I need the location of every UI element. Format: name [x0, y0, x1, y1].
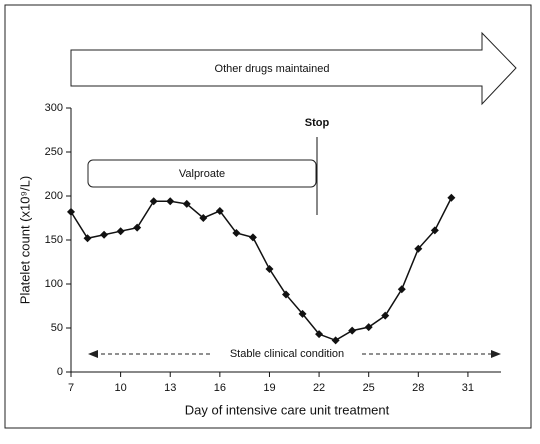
x-tick-label: 25	[363, 382, 375, 394]
point	[232, 228, 241, 237]
point	[430, 226, 439, 235]
annotation: Valproate	[179, 168, 225, 180]
frame	[4, 4, 532, 429]
x-tick-label: 10	[114, 382, 126, 394]
point	[182, 199, 191, 208]
point	[265, 265, 274, 274]
big-arrow	[70, 31, 517, 106]
point	[348, 326, 357, 335]
annotation: Stable clinical condition	[230, 348, 344, 360]
point	[166, 197, 175, 206]
arrow-head	[88, 350, 98, 358]
y-tick-label: 200	[45, 190, 63, 202]
point	[133, 223, 142, 232]
point	[331, 336, 340, 345]
y-tick-label: 250	[45, 146, 63, 158]
valproate-box	[87, 159, 317, 188]
x-tick-label: 22	[313, 382, 325, 394]
y-tick-label: 0	[57, 366, 63, 378]
x-tick-label: 7	[68, 382, 74, 394]
annotation: Other drugs maintained	[215, 63, 330, 75]
point	[381, 311, 390, 320]
point	[116, 227, 125, 236]
x-tick-label: 28	[412, 382, 424, 394]
x-tick-label: 13	[164, 382, 176, 394]
y-axis-label: Platelet count (x10⁹/L)	[17, 176, 32, 304]
x-tick-label: 31	[462, 382, 474, 394]
point	[149, 197, 158, 206]
point	[100, 230, 109, 239]
point	[414, 244, 423, 253]
point	[215, 206, 224, 215]
y-tick-label: 100	[45, 278, 63, 290]
y-tick-label: 50	[51, 322, 63, 334]
point	[447, 193, 456, 202]
point	[282, 290, 290, 299]
arrow-head	[491, 350, 501, 358]
x-axis-label: Day of intensive care unit treatment	[185, 402, 390, 417]
point	[315, 330, 324, 339]
y-tick-label: 300	[45, 102, 63, 114]
annotation: Stop	[305, 117, 330, 129]
data-line	[70, 197, 453, 342]
x-tick-label: 19	[263, 382, 275, 394]
y-tick-label: 150	[45, 234, 63, 246]
point	[364, 323, 373, 332]
x-tick-label: 16	[214, 382, 226, 394]
point	[248, 233, 257, 242]
point	[67, 207, 75, 216]
point	[298, 309, 307, 318]
point	[83, 234, 92, 243]
point	[199, 214, 208, 222]
point	[397, 285, 406, 294]
